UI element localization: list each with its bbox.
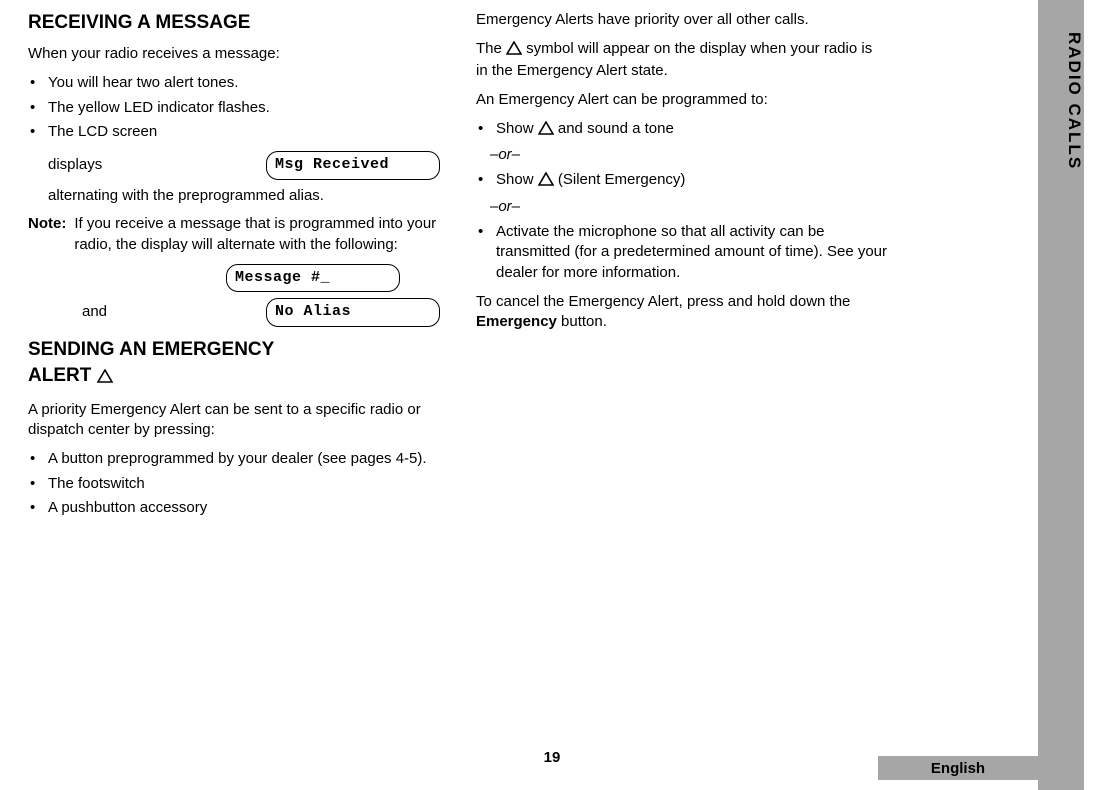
language-label: English (931, 760, 985, 777)
page-body: RECEIVING A MESSAGE When your radio rece… (0, 0, 1104, 527)
list-item: The yellow LED indicator flashes. (28, 98, 440, 119)
emergency-button-label: Emergency (476, 313, 557, 330)
text-segment: Show (496, 171, 538, 188)
send-bullets: A button preprogrammed by your dealer (s… (28, 449, 440, 519)
text-segment: button. (557, 313, 607, 330)
intro-text: When your radio receives a message: (28, 44, 440, 65)
symbol-display-text: The symbol will appear on the display wh… (476, 39, 888, 82)
lcd-no-alias: No Alias (266, 298, 440, 327)
text-segment: (Silent Emergency) (554, 171, 686, 188)
text-segment: and sound a tone (554, 120, 674, 137)
section-sidebar: RADIO CALLS (1038, 0, 1084, 790)
priority-over-calls: Emergency Alerts have priority over all … (476, 10, 888, 31)
warning-triangle-icon (97, 365, 113, 391)
heading-emergency-line1: SENDING AN EMERGENCY (28, 339, 274, 360)
list-item: Show and sound a tone (476, 119, 888, 142)
program-option-1: Show and sound a tone (476, 119, 888, 142)
warning-triangle-icon (538, 172, 554, 193)
list-item: A button preprogrammed by your dealer (s… (28, 449, 440, 470)
list-item: Activate the microphone so that all acti… (476, 222, 888, 284)
lcd-msg-received: Msg Received (266, 151, 440, 180)
text-segment: The (476, 40, 506, 57)
and-row: and No Alias (28, 298, 440, 327)
list-item: The footswitch (28, 474, 440, 495)
left-column: RECEIVING A MESSAGE When your radio rece… (28, 10, 440, 527)
cancel-text: To cancel the Emergency Alert, press and… (476, 292, 888, 333)
or-separator: –or– (490, 197, 888, 218)
lcd-message-num: Message #_ (226, 264, 400, 293)
lcd-row-2: Message #_ (28, 264, 440, 293)
note-block: Note: If you receive a message that is p… (28, 214, 440, 255)
programmed-to-text: An Emergency Alert can be programmed to: (476, 90, 888, 111)
priority-text: A priority Emergency Alert can be sent t… (28, 400, 440, 441)
displays-label: displays (48, 155, 102, 176)
warning-triangle-icon (506, 41, 522, 62)
warning-triangle-icon (538, 121, 554, 142)
list-item: Show (Silent Emergency) (476, 170, 888, 193)
text-segment: Show (496, 120, 538, 137)
displays-row: displays Msg Received (28, 151, 440, 180)
note-label: Note: (28, 214, 66, 255)
list-item: You will hear two alert tones. (28, 73, 440, 94)
heading-emergency-line2: ALERT (28, 365, 91, 386)
note-body: If you receive a message that is program… (74, 214, 440, 255)
text-segment: symbol will appear on the display when y… (476, 40, 872, 80)
program-option-3: Activate the microphone so that all acti… (476, 222, 888, 284)
and-label: and (82, 302, 107, 323)
language-box: English (878, 756, 1038, 780)
text-segment: To cancel the Emergency Alert, press and… (476, 293, 850, 310)
program-option-2: Show (Silent Emergency) (476, 170, 888, 193)
heading-emergency: SENDING AN EMERGENCY ALERT (28, 337, 440, 391)
receive-bullets: You will hear two alert tones. The yello… (28, 73, 440, 143)
sidebar-label: RADIO CALLS (1038, 32, 1084, 170)
list-item: The LCD screen (28, 122, 440, 143)
or-separator: –or– (490, 145, 888, 166)
list-item: A pushbutton accessory (28, 498, 440, 519)
right-column: Emergency Alerts have priority over all … (476, 10, 888, 527)
alternating-text: alternating with the preprogrammed alias… (28, 186, 440, 207)
heading-receiving: RECEIVING A MESSAGE (28, 10, 440, 36)
